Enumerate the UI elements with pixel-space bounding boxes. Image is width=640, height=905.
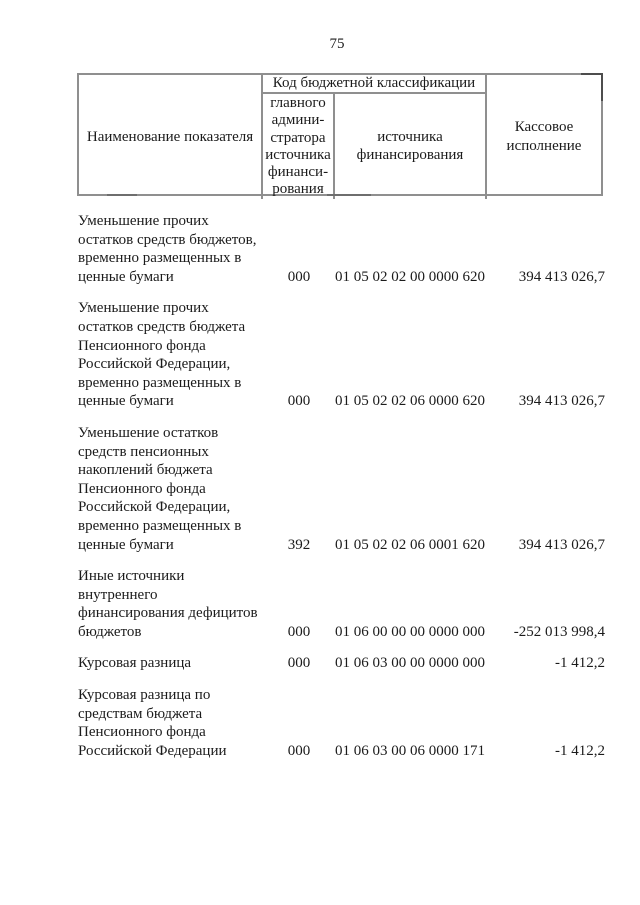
row-indicator-name: Уменьшение прочих остатков средств бюдже…	[78, 300, 246, 410]
row-admin-code: 000	[287, 268, 311, 285]
row-indicator-name: Уменьшение остатков средств пенсионных н…	[78, 424, 242, 553]
table-header: Наименование показателя Код бюджетной кл…	[77, 73, 603, 199]
row-admin-code: 000	[287, 623, 311, 640]
page-number: 75	[329, 36, 345, 52]
row-cash-execution: -1 412,2	[555, 655, 605, 672]
table-row: Курсовая разница 000 01 06 03 00 00 0000…	[77, 654, 605, 673]
row-cash-execution: 394 413 026,7	[518, 393, 605, 410]
row-classification-code: 01 06 03 00 00 0000 000	[335, 655, 485, 672]
scan-artifact	[327, 194, 371, 196]
table-row: Уменьшение прочих остатков средств бюдже…	[77, 212, 605, 286]
table-row: Иные источники внутреннего финансировани…	[77, 567, 605, 641]
header-budget-classification-code: Код бюджетной классификации	[263, 75, 485, 94]
row-cash-execution: 394 413 026,7	[518, 536, 605, 553]
row-admin-code: 000	[287, 655, 311, 672]
row-indicator-name: Иные источники внутреннего финансировани…	[78, 568, 258, 640]
row-admin-code: 000	[287, 393, 311, 410]
table-row: Курсовая разница по средствам бюджета Пе…	[77, 686, 605, 760]
header-funding-source: источника финансирования	[356, 128, 464, 164]
row-admin-code: 392	[287, 536, 311, 553]
row-admin-code: 000	[287, 742, 311, 759]
header-cash-execution: Кассовое исполнение	[485, 75, 601, 199]
table-body: Уменьшение прочих остатков средств бюдже…	[77, 212, 605, 773]
row-cash-execution: 394 413 026,7	[518, 268, 605, 285]
row-classification-code: 01 06 00 00 00 0000 000	[335, 623, 485, 640]
header-admin-of-funding-source: главного админи- стратора источника фина…	[263, 94, 335, 199]
header-indicator-name: Наименование показателя	[79, 75, 263, 199]
row-classification-code: 01 05 02 02 06 0001 620	[335, 536, 485, 553]
table-row: Уменьшение прочих остатков средств бюдже…	[77, 299, 605, 411]
row-classification-code: 01 06 03 00 06 0000 171	[335, 742, 485, 759]
row-classification-code: 01 05 02 02 06 0000 620	[335, 393, 485, 410]
row-cash-execution: -1 412,2	[555, 742, 605, 759]
scan-artifact	[581, 73, 603, 75]
row-indicator-name: Уменьшение прочих остатков средств бюдже…	[78, 213, 257, 285]
table-row: Уменьшение остатков средств пенсионных н…	[77, 424, 605, 554]
row-indicator-name: Курсовая разница	[78, 655, 192, 672]
scan-artifact	[107, 194, 137, 196]
row-classification-code: 01 05 02 02 00 0000 620	[335, 268, 485, 285]
row-cash-execution: -252 013 998,4	[513, 623, 605, 640]
row-indicator-name: Курсовая разница по средствам бюджета Пе…	[78, 687, 227, 759]
scan-artifact	[601, 73, 603, 101]
